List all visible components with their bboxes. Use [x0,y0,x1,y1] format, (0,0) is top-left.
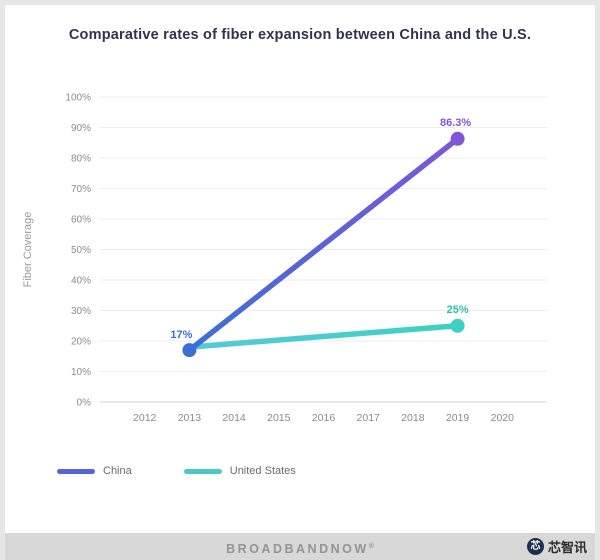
svg-text:90%: 90% [71,123,91,134]
svg-text:80%: 80% [71,154,91,165]
svg-text:2018: 2018 [401,412,425,424]
svg-text:2020: 2020 [491,412,515,424]
svg-text:17%: 17% [170,329,192,341]
svg-text:60%: 60% [71,215,91,226]
svg-text:2014: 2014 [222,412,246,424]
svg-text:50%: 50% [71,245,91,256]
svg-text:2016: 2016 [312,412,336,424]
svg-text:70%: 70% [71,184,91,195]
legend-item-united-states: United States [183,465,296,477]
brand-logo: BROADBANDNOW® [226,542,374,556]
svg-text:0%: 0% [77,398,92,409]
watermark-text: 芯智讯 [547,540,587,555]
registered-mark: ® [368,543,374,550]
footer-bar: BROADBANDNOW® [5,533,595,560]
legend-label-china: China [103,465,132,477]
brand-text: BROADBANDNOW [226,542,369,557]
svg-text:2012: 2012 [133,412,157,424]
chart-card: Comparative rates of fiber expansion bet… [5,5,595,560]
svg-text:20%: 20% [71,337,91,348]
legend-item-china: China [57,465,132,477]
line-chart: 0% 10% 20% 30% 40% 50% 60% 70% 80% 90% 100% 2012 201… [22,93,547,424]
svg-text:40%: 40% [71,276,91,287]
svg-text:25%: 25% [447,304,469,316]
svg-text:30%: 30% [71,306,91,317]
svg-text:86.3%: 86.3% [440,117,471,129]
svg-text:2015: 2015 [267,412,291,424]
legend-label-united-states: United States [229,465,296,477]
chart-legend: China United States [57,465,296,477]
united-states-line-swatch [183,468,222,474]
svg-text:100%: 100% [65,93,91,104]
watermark-logo-icon: 芯 [526,538,544,555]
watermark: 芯 芯智讯 [526,537,587,556]
svg-text:2017: 2017 [357,412,381,424]
china-line-swatch [57,468,95,474]
chart-title: Comparative rates of fiber expansion bet… [68,27,532,43]
svg-text:2013: 2013 [178,412,202,424]
svg-text:2019: 2019 [446,412,470,424]
svg-text:Fiber Coverage: Fiber Coverage [22,212,34,288]
svg-text:10%: 10% [71,367,91,378]
